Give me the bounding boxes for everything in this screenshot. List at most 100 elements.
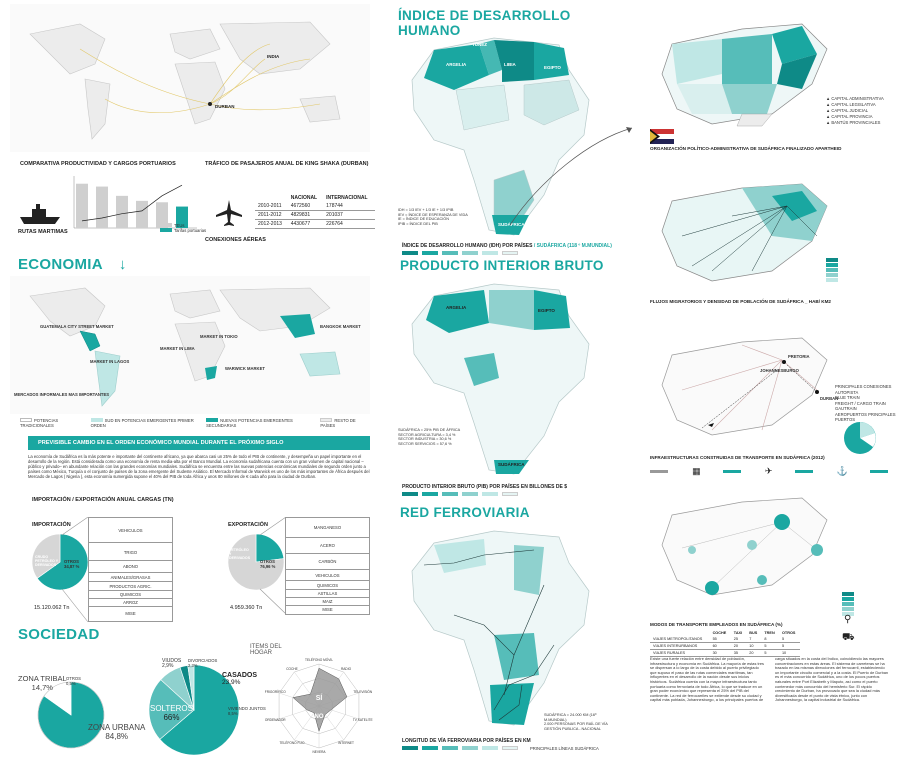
infra-legend: PRINCIPALES CONEXIONES AUTOPISTA BLUE TR… — [835, 384, 896, 423]
list-item: QUIMICOS — [286, 581, 369, 590]
idh-scale — [402, 251, 520, 255]
market-label-lagos: MARKET IN LAGOS — [90, 359, 130, 364]
south-africa-flag-icon — [650, 129, 674, 144]
radar-label: ORDENADOR — [265, 718, 286, 722]
rail-legend-note: PRINCIPALES LÍNEAS SUDÁFRICA — [530, 746, 599, 751]
modes-cell: 5 — [778, 636, 800, 643]
radar-label: TELÉFONO FIJO — [279, 740, 304, 745]
rail-scale — [402, 746, 520, 750]
port-chart-caption: RUTAS MARTIMAS — [18, 229, 68, 235]
import-slice-b-label: OTROS — [64, 559, 79, 564]
modes-cell: 25 — [730, 636, 747, 643]
zona-urbana-label: ZONA URBANA 84,8% — [88, 723, 145, 741]
modes-table: COCHE TAXI BUS TREN OTROS VIAJES METROPO… — [650, 630, 800, 657]
modes-caption: MODOS DE TRANSPORTE EMPLEADOS EN SUDÁFRI… — [650, 622, 783, 627]
down-arrow-icon: ↓ — [118, 256, 127, 273]
infra-legend-3: FREIGHT / CARGO TRAIN — [835, 400, 886, 406]
viviendo-label: VIVIENDO JUNTOS 8,5% — [228, 706, 266, 716]
org-caption: ORGANIZACIÓN POLÍTICO-ADMINISTRATIVA DE … — [650, 146, 842, 151]
list-item: CARBÓN — [286, 554, 369, 570]
modes-cell: 10 — [778, 649, 800, 657]
civil-pie-slice-0 — [159, 664, 240, 756]
pedestrian-icon: ⚲ — [844, 614, 852, 625]
market-label-lima: MARKET IN LIMA — [160, 346, 195, 351]
divorciados-label: DIVORCIADOS 2,3% — [188, 658, 217, 668]
idh-country-tunez: TÚNEZ — [472, 42, 487, 47]
list-item: MISE — [322, 607, 333, 612]
economia-title-text: ECONOMIA — [18, 256, 103, 273]
transport-icons-row: ▦ ✈ ⚓ — [650, 462, 890, 480]
household-radar-chart: TELÉFONO MÓVIL RADIO TELEVISIÓN TV SATELITE… — [264, 654, 374, 758]
plane-icon — [214, 198, 244, 233]
economia-banner: PREVISIBLE CAMBIO EN EL ORDEN ECONÓMICO … — [28, 436, 370, 450]
pib-notes: SUDÁFRICA = 25% PIB DE ÁFRICA SECTOR AGR… — [398, 428, 461, 446]
table-row: VIAJES RURALES 30 35 20 5 10 — [650, 649, 800, 657]
idh-country-sudafrica: SUDÁFRICA — [498, 222, 525, 227]
zona-tribal-text: ZONA TRIBAL — [18, 674, 67, 683]
casados-text: CASADOS — [222, 672, 258, 679]
list-item: MISE — [125, 611, 136, 616]
air-table-title: TRÁFICO DE PASAJEROS ANUAL DE KING SHAKA… — [205, 161, 369, 167]
port-legend-teus: TEUs — [174, 223, 185, 228]
list-item: MAIZ — [286, 598, 369, 606]
modes-header: COCHE — [712, 631, 727, 635]
port-swatch-icon — [869, 469, 888, 473]
list-item: ANIMALES/GRASAS — [89, 573, 172, 582]
table-row: 2012-2013 4430677 226764 — [255, 219, 375, 229]
export-pie-slice-0 — [255, 533, 285, 563]
modes-cell: 10 — [746, 642, 762, 650]
list-item: QUIMICOS — [89, 591, 172, 599]
prov-legend-3: CAPITAL PROVINCIA — [831, 114, 873, 119]
port-bar — [156, 202, 168, 228]
building-icon: ▲ — [826, 102, 832, 107]
plane-small-icon: ✈ — [764, 465, 773, 476]
air-header-1: NACIONAL — [290, 195, 318, 201]
air-cell: 4829831 — [287, 210, 324, 220]
market-label-warwick: WARWICK MARKET — [225, 366, 265, 371]
rail-swatch-icon — [722, 469, 741, 473]
infra-mini-pie — [842, 420, 878, 461]
divorciados-text: DIVORCIADOS — [188, 658, 218, 663]
infra-legend-0: PRINCIPALES CONEXIONES — [835, 384, 892, 389]
export-pie: PETRÓLEO Y DERIVADOS OTROS 76,96 % — [226, 532, 286, 592]
map-label-india: INDIA — [267, 54, 280, 59]
civil-pie-slice-1 — [148, 679, 195, 740]
pib-africa-map: ARGELIA EGIPTO SUDÁFRICA SUDÁFRICA = 25%… — [394, 278, 614, 478]
solteros-label: SOLTEROS 66% — [150, 704, 193, 722]
table-row: 2010-2011 4672560 178744 — [255, 202, 375, 211]
infra-legend-1: AUTOPISTA — [835, 389, 859, 395]
export-slice-b-pct: 76,96 % — [260, 564, 276, 569]
list-item: PRODUCTOS AGRIC. — [89, 582, 172, 591]
port-icon: ⚓ — [836, 465, 848, 476]
list-item: ACERO — [286, 538, 369, 554]
port-legend-tarifas: Tarifas portuarias — [174, 228, 207, 233]
rail-notes: SUDÁFRICA = 24.000 KM (16º M.MUNDIAL) 2.… — [544, 713, 608, 731]
modes-cell: VIAJES RURALES — [650, 649, 710, 657]
table-row: VIAJES INTERURBANOS 60 20 10 5 5 — [650, 642, 800, 650]
port-bar — [76, 183, 88, 228]
air-cell: 201037 — [323, 210, 375, 220]
idh-notes: IDH = 1/3 IEV + 1/3 IE + 1/3 IPIB IEV = … — [398, 208, 468, 226]
zona-urbana-pct: 84,8% — [105, 732, 129, 741]
modes-cell: 20 — [746, 649, 762, 657]
idh-caption-main: ÍNDICE DE DESARROLLO HUMANO (IDH) POR PA… — [402, 243, 533, 249]
viudos-label: VIUDOS 2,9% — [162, 659, 181, 669]
air-traffic-table: NACIONAL INTERNACIONAL 2010-2011 4672560… — [255, 194, 375, 229]
import-export-title: IMPORTACIÓN / EXPORTACIÓN ANUAL CARGAS (… — [32, 497, 174, 503]
modes-cell: 60 — [709, 642, 731, 650]
infra-legend-5: AEROPUERTOS PRINCIPALES — [835, 411, 896, 417]
viviendo-text: VIVIENDO JUNTOS — [228, 706, 266, 711]
pib-caption: PRODUCTO INTERIOR BRUTO (PIB) POR PAÍSES… — [402, 484, 568, 490]
port-tariff-line — [81, 184, 183, 222]
markets-footnote: MERCADOS INFORMALES MAS IMPORTANTES — [14, 392, 110, 397]
solteros-pct: 66% — [163, 713, 180, 722]
otros-small-label: OTROS 0,5% — [66, 676, 81, 686]
export-items-list: MANGANESO ACERO CARBÓN VEHICULOS QUIMICO… — [285, 517, 370, 615]
right-paragraph: Existe una fuerte relación entre densida… — [650, 657, 889, 703]
import-items-list: VEHICULOS TRIGO ABONO ANIMALES/GRASAS PR… — [88, 517, 173, 622]
radar-label: RADIO — [341, 667, 352, 671]
table-row: 2011-2012 4829831 201037 — [255, 210, 375, 220]
idh-country-argelia: ARGELIA — [446, 62, 467, 67]
radar-area — [292, 667, 348, 733]
air-cell: 4430677 — [287, 219, 324, 229]
